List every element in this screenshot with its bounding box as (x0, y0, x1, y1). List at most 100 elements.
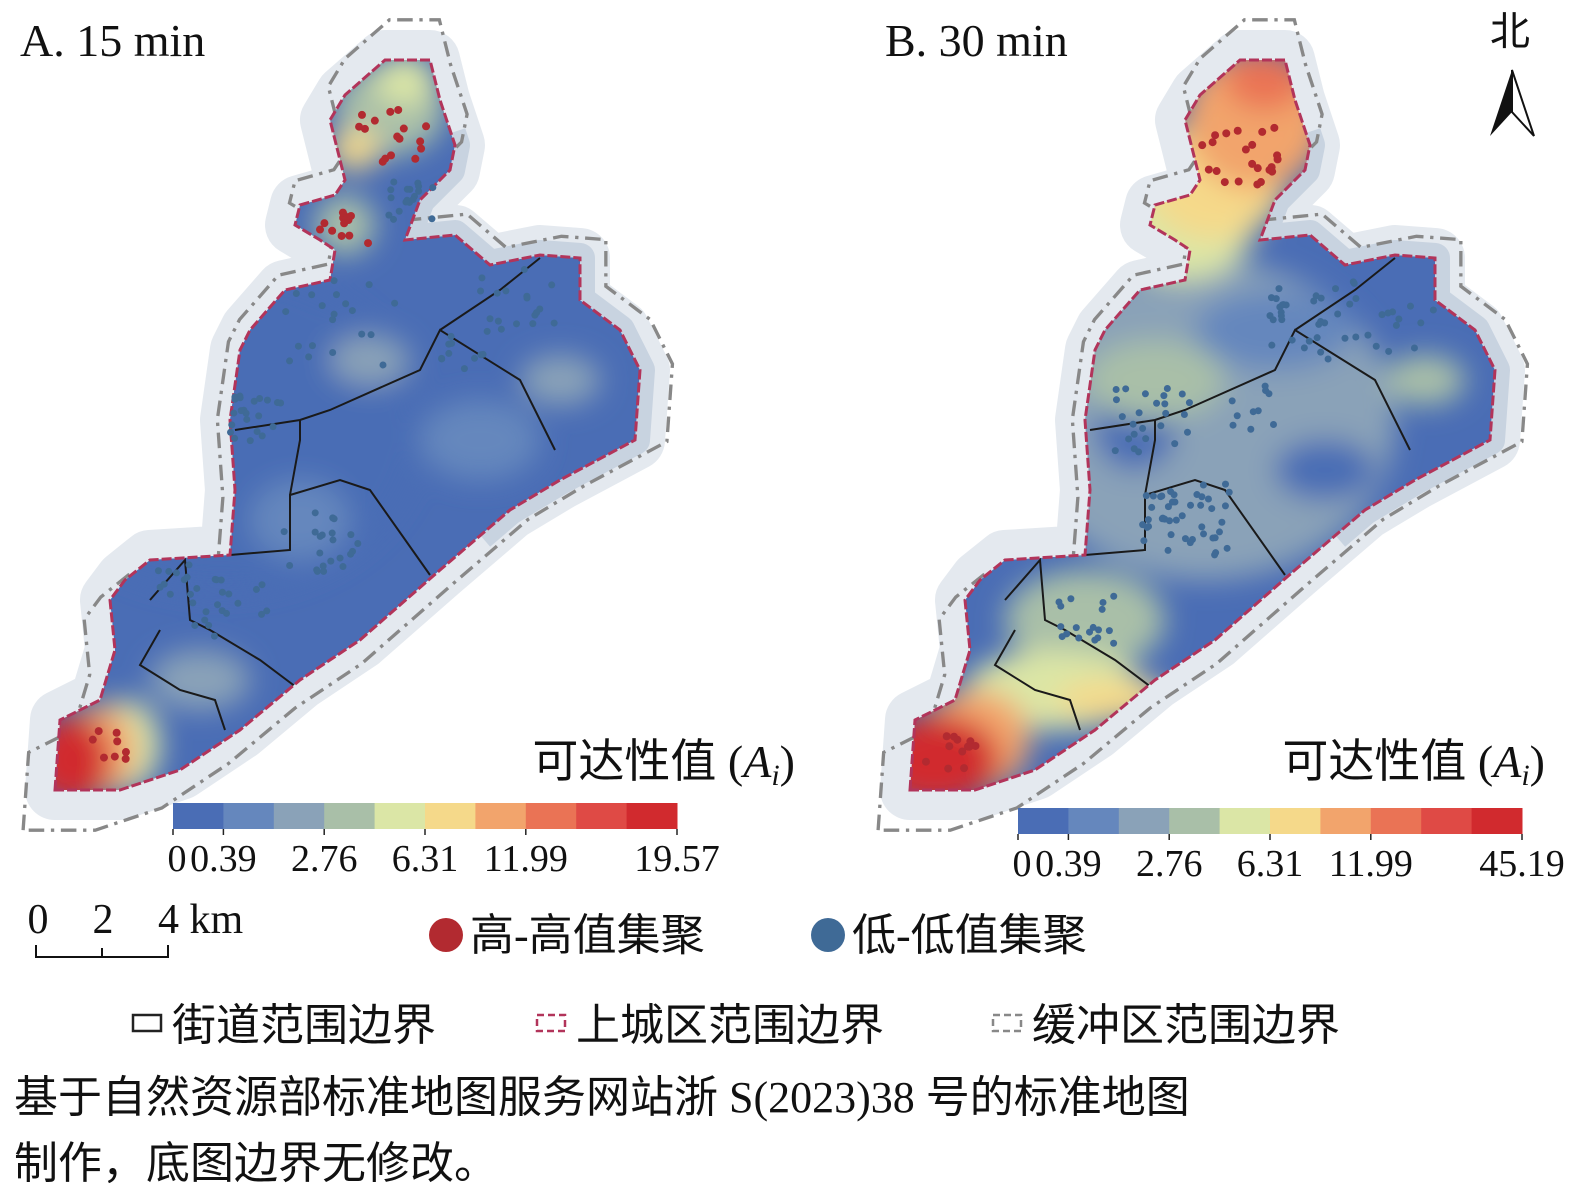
low-low-point (1148, 503, 1156, 511)
low-low-point (1229, 421, 1237, 429)
low-low-point (1277, 312, 1285, 320)
low-low-point (332, 291, 340, 299)
high-high-point (417, 144, 426, 153)
low-low-point (329, 536, 337, 544)
buffer-boundary (876, 18, 1530, 832)
high-high-point (386, 151, 395, 160)
low-low-point (336, 554, 344, 562)
low-low-point (1178, 512, 1186, 520)
high-high-point (320, 219, 329, 228)
low-low-point (429, 184, 437, 192)
low-low-point (1211, 534, 1219, 542)
street-boundary (1004, 557, 1156, 691)
low-low-point (166, 590, 174, 598)
low-low-point (477, 287, 485, 295)
high-high-point (386, 107, 395, 116)
color-tick-label: 0 (168, 838, 187, 880)
low-low-point (282, 308, 290, 316)
low-low-point (1058, 633, 1066, 641)
low-low-point (228, 421, 236, 429)
low-low-point (191, 621, 199, 629)
street-boundary (289, 420, 301, 496)
low-low-point (269, 423, 277, 431)
low-low-point (387, 194, 395, 202)
high-high-point (1233, 126, 1242, 135)
color-class (626, 803, 678, 829)
low-low-point (1215, 528, 1223, 536)
low-low-point (1305, 337, 1313, 345)
low-low-point (1417, 319, 1425, 327)
color-tick-label: 6.31 (1237, 843, 1304, 885)
high-high-point (953, 735, 962, 744)
cluster-label: 低-低值集聚 (852, 911, 1087, 960)
low-low-point (330, 277, 338, 285)
low-low-point (347, 531, 355, 539)
scale-label: 2 (93, 897, 114, 943)
legend-title-text: 可达性值 ( (1282, 736, 1493, 787)
low-low-point (1221, 480, 1229, 488)
low-low-point (1129, 420, 1137, 428)
color-tick-label: 0 (1013, 843, 1032, 885)
color-class (1370, 808, 1422, 834)
color-class (223, 803, 275, 829)
low-low-point (1372, 342, 1380, 350)
low-low-point (234, 599, 242, 607)
low-low-point (1098, 605, 1106, 613)
low-low-point (479, 350, 487, 358)
high-high-point (1204, 165, 1213, 174)
low-low-point (1072, 624, 1080, 632)
low-low-point (1130, 430, 1138, 438)
low-low-point (1057, 602, 1065, 610)
low-low-point (1352, 294, 1360, 302)
low-low-point (1199, 481, 1207, 489)
buffer-boundary (21, 18, 675, 832)
high-high-point (378, 157, 387, 166)
low-low-point (1153, 399, 1161, 407)
cluster-swatch (811, 918, 845, 952)
low-low-point (202, 608, 210, 616)
high-high-point (960, 764, 969, 773)
high-high-point (1270, 123, 1279, 132)
low-low-point (1288, 336, 1296, 344)
low-low-point (1171, 440, 1179, 448)
cluster-label: 高-高值集聚 (470, 911, 705, 960)
low-low-point (367, 331, 375, 339)
low-low-point (1352, 333, 1360, 341)
high-high-point (416, 137, 425, 146)
low-low-point (230, 409, 238, 417)
low-low-point (1163, 384, 1171, 392)
surface-patch (1195, 290, 1355, 370)
street-boundary (1144, 420, 1156, 496)
low-low-point (218, 588, 226, 596)
high-high-point (110, 752, 119, 761)
scale-bar: 0 2 4 km (28, 897, 244, 958)
low-low-point (172, 569, 180, 577)
low-low-point (1142, 435, 1150, 443)
high-high-point (94, 727, 103, 736)
low-low-point (365, 281, 373, 289)
low-low-point (305, 353, 313, 361)
high-high-point (112, 728, 121, 737)
low-low-point (165, 567, 173, 575)
low-low-point (1186, 539, 1194, 547)
panel-title: B. 30 min (885, 15, 1068, 66)
color-class (374, 803, 426, 829)
scale-label: 0 (28, 897, 49, 943)
high-high-point (1265, 165, 1274, 174)
color-class (173, 803, 224, 829)
street-boundary-swatch (131, 1013, 163, 1033)
low-low-point (391, 299, 399, 307)
low-low-point (308, 342, 316, 350)
cluster-points (921, 123, 1437, 773)
low-low-point (294, 342, 302, 350)
low-low-point (1164, 546, 1172, 554)
high-high-point (1241, 145, 1250, 154)
surface-patch (420, 400, 540, 480)
low-low-point (186, 590, 194, 598)
low-low-point (1157, 422, 1165, 430)
low-low-point (311, 509, 319, 517)
color-class (1320, 808, 1372, 834)
low-low-point (493, 289, 501, 297)
low-low-point (1112, 385, 1120, 393)
high-high-point (316, 225, 325, 234)
